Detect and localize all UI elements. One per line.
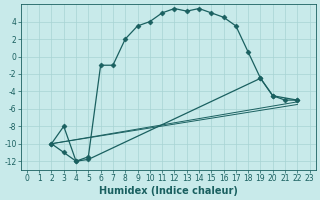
X-axis label: Humidex (Indice chaleur): Humidex (Indice chaleur) (99, 186, 238, 196)
